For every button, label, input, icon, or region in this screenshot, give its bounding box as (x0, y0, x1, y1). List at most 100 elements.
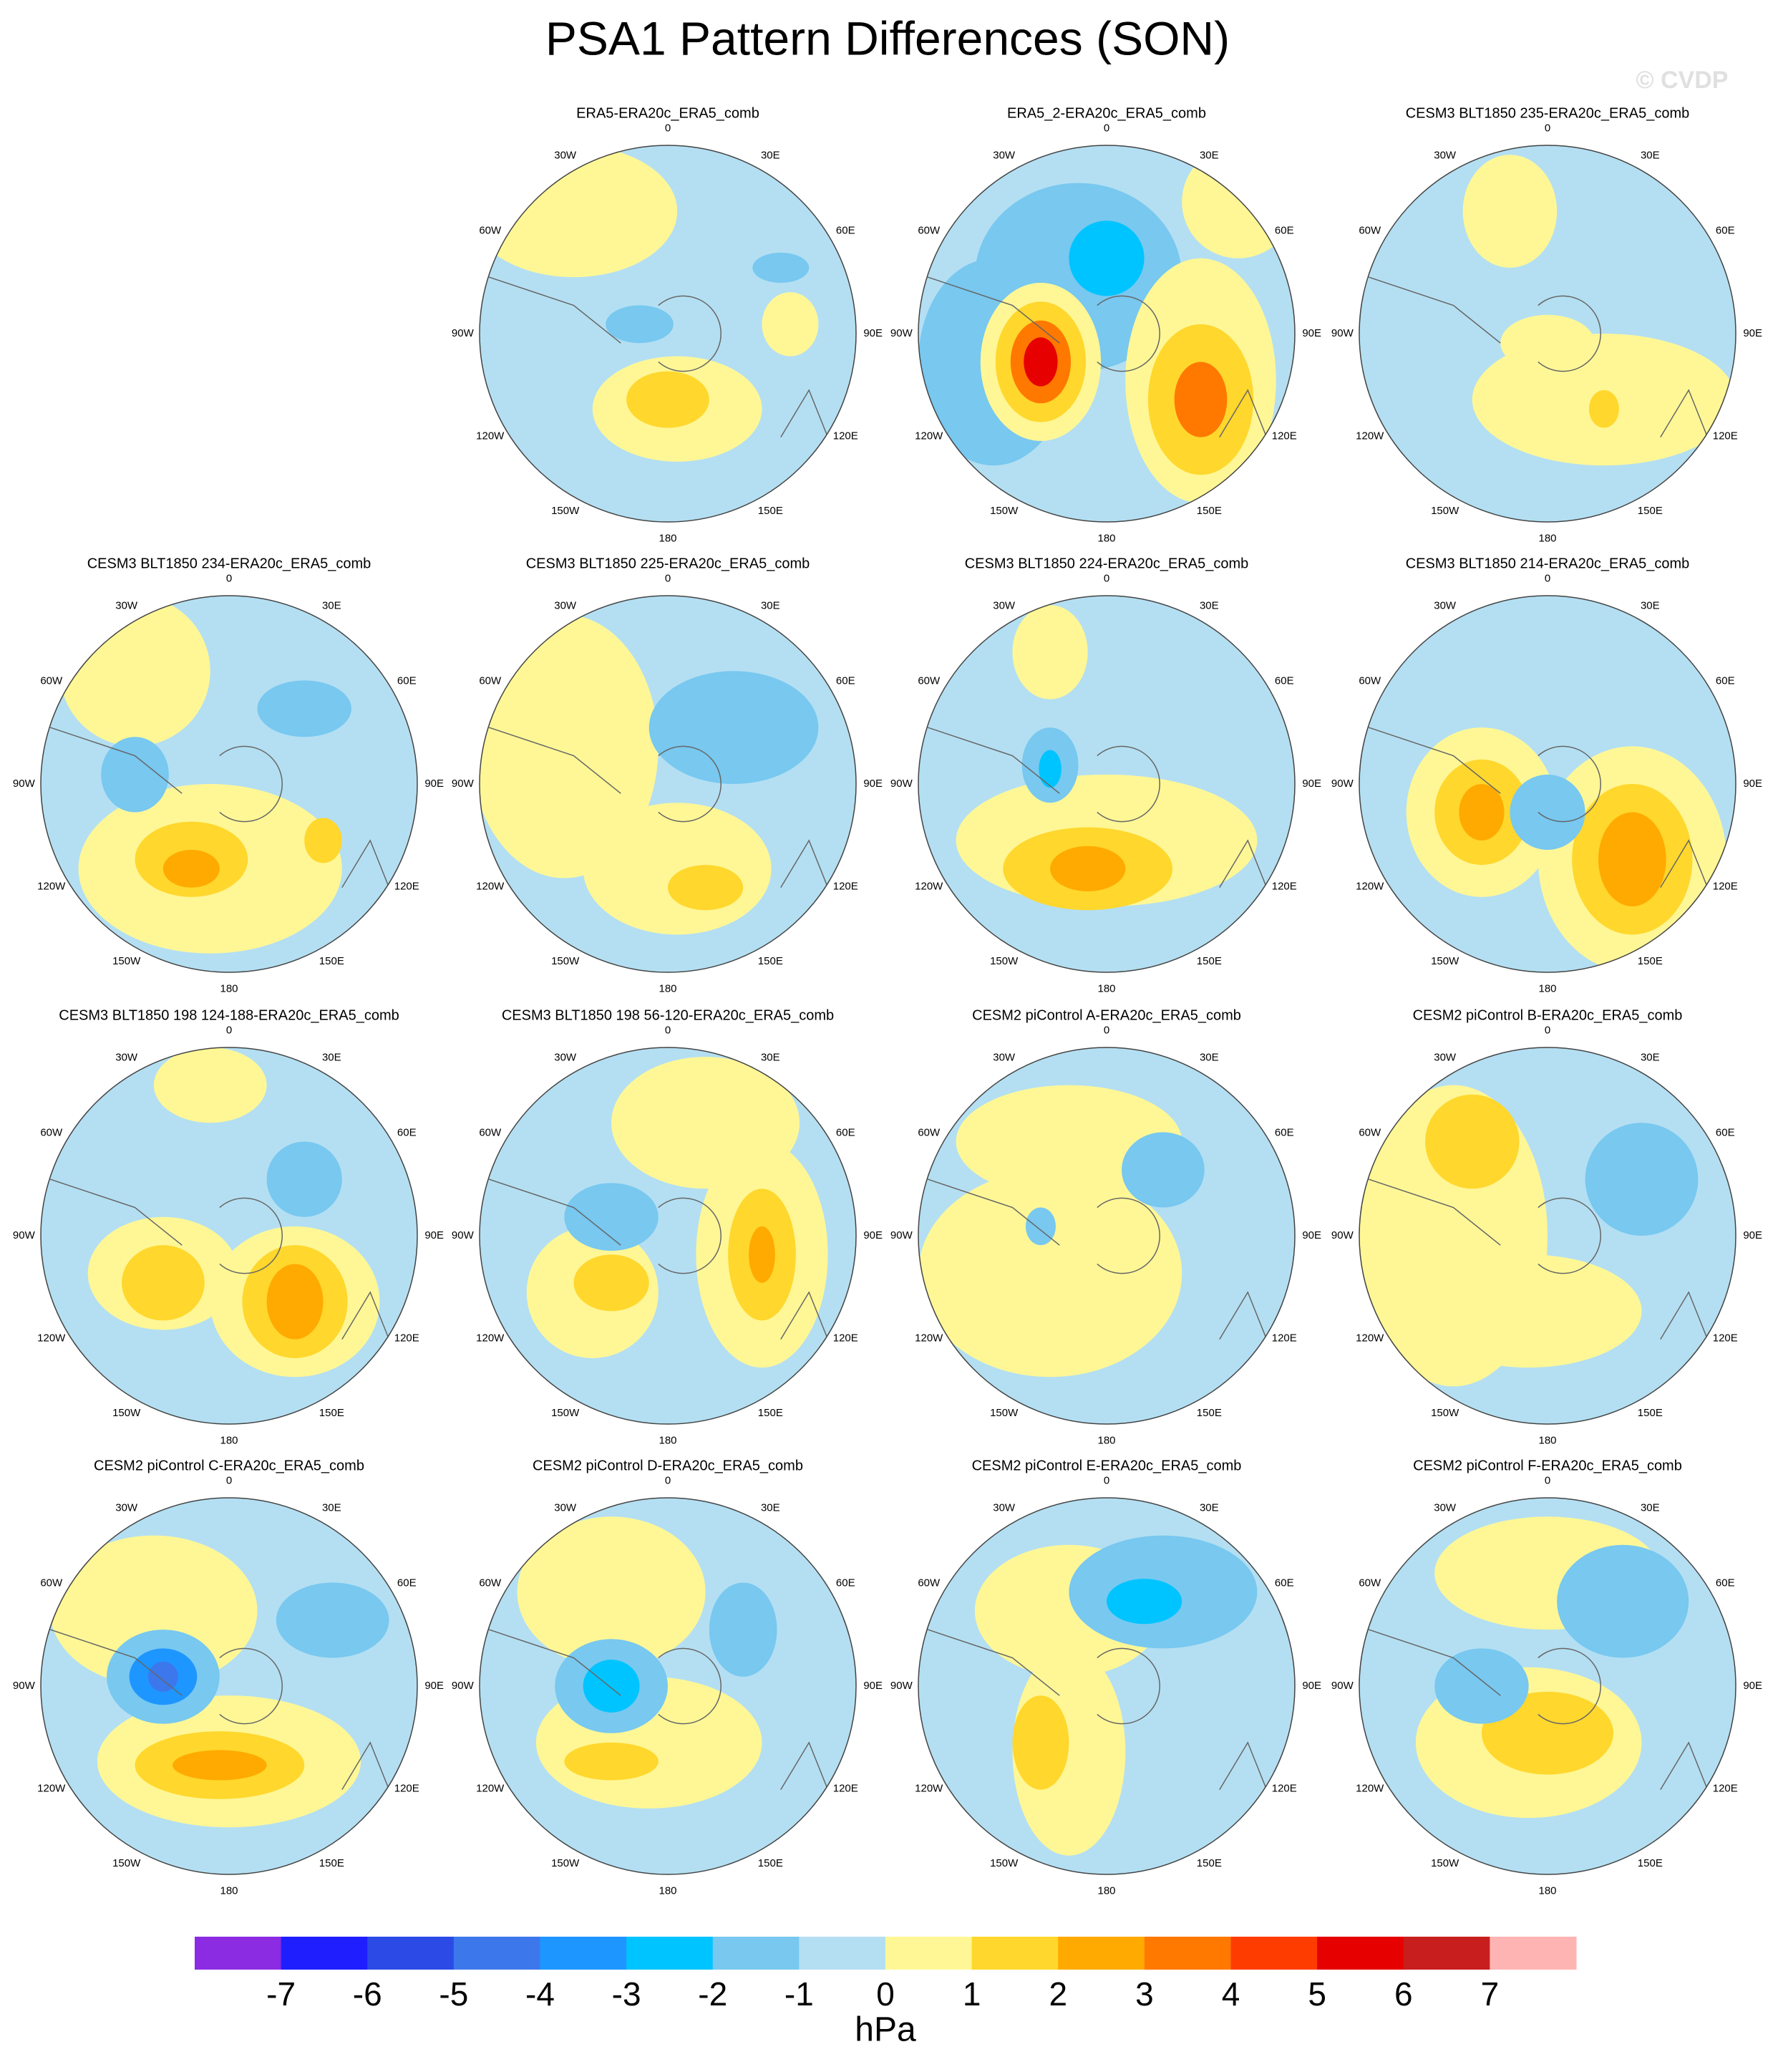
longitude-label: 120W (1356, 880, 1384, 892)
colorbar-label: 0 (876, 1975, 895, 2013)
colorbar-label: -2 (698, 1975, 727, 2013)
longitude-label: 180 (659, 533, 676, 545)
colorbar-label: 7 (1481, 1975, 1500, 2013)
longitude-label: 30E (1200, 1052, 1219, 1064)
coastline (927, 1178, 1268, 1340)
coastline (1368, 1629, 1709, 1791)
longitude-label: 120E (1713, 1782, 1738, 1794)
longitude-label: 90E (424, 778, 444, 790)
longitude-label: 0 (665, 1474, 671, 1486)
longitude-label: 30W (554, 1502, 577, 1514)
longitude-label: 150W (1431, 1407, 1459, 1419)
longitude-label: 150W (551, 1857, 580, 1869)
longitude-label: 60W (1359, 675, 1381, 687)
longitude-label: 120W (476, 1782, 505, 1794)
coastline (49, 727, 390, 889)
longitude-label: 90W (1331, 1229, 1354, 1241)
map-border (479, 595, 857, 973)
longitude-label: 120W (37, 880, 66, 892)
longitude-label: 30W (115, 1052, 138, 1064)
longitude-label: 90E (1743, 1680, 1762, 1692)
longitude-label: 60E (1275, 225, 1294, 237)
longitude-label: 0 (1104, 1474, 1109, 1486)
map-fill (41, 1498, 417, 1874)
longitude-label: 120E (1272, 430, 1297, 442)
colorbar-box (971, 1937, 1059, 1970)
contour-region (173, 1750, 267, 1781)
contour-region (648, 671, 819, 784)
longitude-label: 0 (226, 1024, 232, 1036)
coastline (488, 1178, 829, 1340)
colorbar-label: -7 (266, 1975, 296, 2013)
map-fill (480, 1498, 856, 1874)
longitude-label: 30W (115, 600, 138, 612)
colorbar-label: -6 (353, 1975, 382, 2013)
longitude-label: 150E (758, 1407, 783, 1419)
contour-region (709, 1582, 777, 1677)
contour-region (918, 1169, 1182, 1378)
contour-region (266, 1141, 342, 1217)
longitude-label: 0 (665, 122, 671, 134)
longitude-label: 60W (479, 1127, 502, 1139)
longitude-label: 30E (1200, 150, 1219, 162)
colorbar-label: 5 (1308, 1975, 1326, 2013)
longitude-label: 120E (1272, 1332, 1297, 1344)
longitude-label: 90W (452, 327, 475, 339)
coastline (49, 1178, 390, 1340)
contour-region (480, 145, 678, 278)
longitude-label: 180 (1538, 533, 1556, 545)
longitude-label: 120W (37, 1332, 66, 1344)
coastline (49, 1629, 390, 1791)
longitude-label: 90E (1302, 327, 1321, 339)
contour-region (1585, 1123, 1699, 1236)
longitude-label: 90E (1302, 778, 1321, 790)
longitude-label: 150E (1638, 1857, 1663, 1869)
longitude-label: 90W (452, 1229, 475, 1241)
coastline (1368, 276, 1709, 438)
contour-region (480, 614, 659, 878)
longitude-label: 90W (890, 778, 913, 790)
longitude-label: 60W (479, 675, 502, 687)
longitude-label: 30E (761, 150, 780, 162)
contour-region (1598, 812, 1666, 906)
colorbar-label: 3 (1135, 1975, 1154, 2013)
contour-region (1459, 784, 1505, 841)
longitude-label: 30E (322, 1052, 341, 1064)
figure-title: PSA1 Pattern Differences (SON) (545, 11, 1230, 64)
longitude-label: 150E (319, 1407, 344, 1419)
longitude-label: 0 (1104, 572, 1109, 584)
map-border (1359, 595, 1736, 973)
contour-region (1012, 605, 1088, 699)
longitude-label: 150W (112, 1407, 141, 1419)
map-fill (1359, 145, 1736, 522)
longitude-label: 90W (890, 1229, 913, 1241)
coastline (927, 1629, 1268, 1791)
colorbar-box (281, 1937, 368, 1970)
contour-region (59, 596, 210, 747)
longitude-label: 120E (394, 880, 419, 892)
longitude-label: 60E (836, 1127, 855, 1139)
colorbar-box (1490, 1937, 1577, 1970)
colorbar-label: 2 (1049, 1975, 1067, 2013)
longitude-label: 180 (659, 1435, 676, 1447)
longitude-label: 30W (115, 1502, 138, 1514)
longitude-label: 30W (554, 1052, 577, 1064)
map-border (918, 1497, 1296, 1875)
colorbar-box (195, 1937, 282, 1970)
longitude-label: 150E (1638, 955, 1663, 967)
longitude-label: 60W (918, 1127, 941, 1139)
longitude-label: 0 (1545, 1474, 1550, 1486)
longitude-label: 90W (13, 1680, 36, 1692)
coastline (488, 1629, 829, 1791)
longitude-label: 150W (990, 955, 1019, 967)
longitude-label: 30W (993, 150, 1016, 162)
panel-title: CESM2 piControl E-ERA20c_ERA5_comb (972, 1458, 1242, 1473)
longitude-label: 120W (1356, 1332, 1384, 1344)
